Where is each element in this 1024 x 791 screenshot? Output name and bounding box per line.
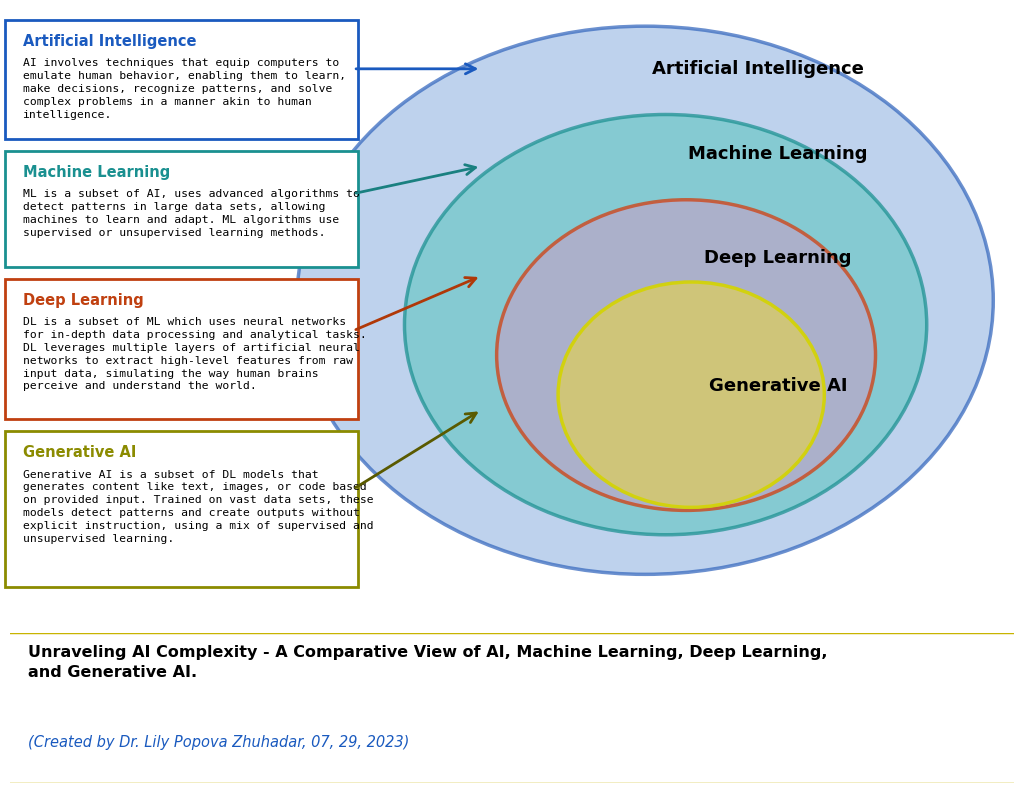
Text: Generative AI is a subset of DL models that
generates content like text, images,: Generative AI is a subset of DL models t… bbox=[23, 470, 373, 543]
FancyBboxPatch shape bbox=[5, 151, 358, 267]
Text: Generative AI: Generative AI bbox=[23, 445, 136, 460]
Text: (Created by Dr. Lily Popova Zhuhadar, 07, 29, 2023): (Created by Dr. Lily Popova Zhuhadar, 07… bbox=[29, 735, 410, 750]
Ellipse shape bbox=[497, 200, 876, 510]
Text: Generative AI: Generative AI bbox=[709, 377, 848, 395]
Text: Machine Learning: Machine Learning bbox=[23, 165, 170, 180]
Text: Artificial Intelligence: Artificial Intelligence bbox=[23, 34, 196, 49]
Text: ML is a subset of AI, uses advanced algorithms to
detect patterns in large data : ML is a subset of AI, uses advanced algo… bbox=[23, 189, 359, 238]
Text: Machine Learning: Machine Learning bbox=[688, 145, 868, 163]
Text: Artificial Intelligence: Artificial Intelligence bbox=[652, 60, 863, 78]
Ellipse shape bbox=[558, 282, 824, 507]
Text: Deep Learning: Deep Learning bbox=[23, 293, 143, 308]
Text: AI involves techniques that equip computers to
emulate human behavior, enabling : AI involves techniques that equip comput… bbox=[23, 59, 346, 119]
Text: Unraveling AI Complexity - A Comparative View of AI, Machine Learning, Deep Lear: Unraveling AI Complexity - A Comparative… bbox=[29, 645, 827, 679]
Ellipse shape bbox=[297, 26, 993, 574]
FancyBboxPatch shape bbox=[5, 632, 1019, 784]
FancyBboxPatch shape bbox=[5, 20, 358, 139]
FancyBboxPatch shape bbox=[5, 279, 358, 419]
FancyBboxPatch shape bbox=[5, 431, 358, 587]
Text: Deep Learning: Deep Learning bbox=[705, 248, 852, 267]
Text: DL is a subset of ML which uses neural networks
for in-depth data processing and: DL is a subset of ML which uses neural n… bbox=[23, 317, 367, 392]
Ellipse shape bbox=[404, 115, 927, 535]
